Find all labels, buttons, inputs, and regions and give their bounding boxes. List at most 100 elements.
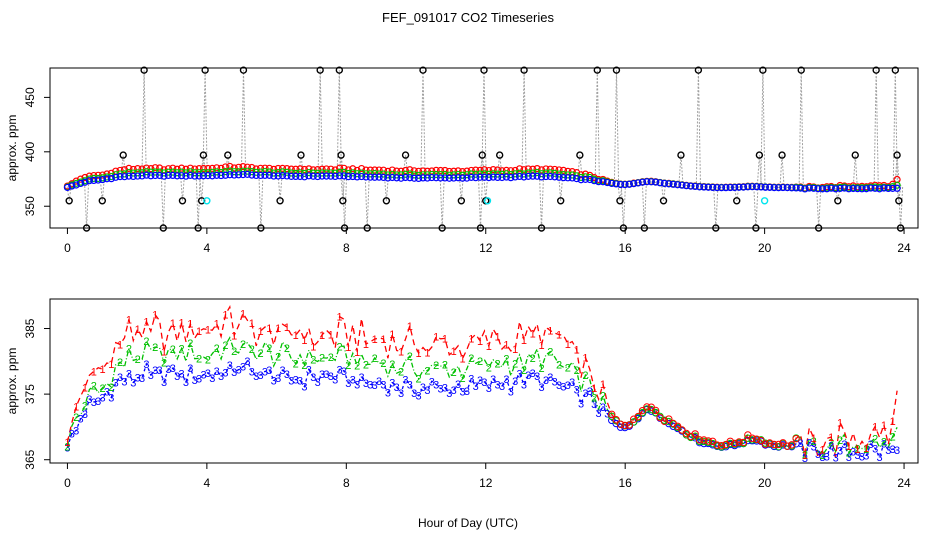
series-3-label: 3 (95, 396, 101, 408)
series-2-label: 2 (266, 343, 272, 355)
series-3-label: 3 (442, 383, 448, 395)
series-1-label: 1 (451, 346, 457, 358)
series-3-label: 3 (846, 452, 852, 464)
series-3-top-point (849, 184, 857, 193)
series-3-label: 3 (833, 452, 839, 464)
series-3-label: 3 (367, 379, 373, 391)
series-1-label: 1 (837, 417, 843, 429)
series-3-top-point (779, 183, 787, 192)
series-3-top-point (853, 185, 862, 193)
series-2-label: 2 (126, 343, 132, 355)
series-3-top-point (713, 184, 721, 192)
series-3-top-point (230, 171, 238, 179)
series-3-label: 3 (578, 399, 584, 411)
series-3-top-point (94, 176, 102, 184)
series-3-top-point (340, 172, 348, 180)
series-1-top-point (261, 164, 269, 172)
series-2-label: 2 (161, 357, 167, 369)
series-3-top-point (120, 173, 129, 181)
raw-spike-point (194, 224, 202, 232)
series-1-label: 1 (135, 324, 141, 336)
series-3-label: 3 (508, 387, 514, 399)
figure-title: FEF_091017 CO2 Timeseries (382, 10, 554, 25)
series-3-label: 3 (64, 443, 70, 455)
series-2-top-point (357, 169, 366, 177)
raw-spike-point (814, 224, 823, 232)
series-1-point (625, 421, 634, 429)
series-2-label: 2 (872, 433, 878, 445)
series-3-top-point (138, 172, 146, 180)
series-1-label: 1 (152, 310, 158, 322)
series-3-top-point (248, 171, 256, 179)
series-3-label: 3 (139, 373, 145, 385)
series-1-label: 1 (398, 347, 404, 359)
series-1-label: 1 (846, 441, 852, 453)
series-3-top-point (191, 172, 199, 180)
series-2-label: 2 (837, 435, 843, 447)
series-1-top-point (441, 166, 449, 175)
series-2-label: 2 (828, 437, 834, 449)
series-2-label: 2 (846, 447, 852, 459)
series-1-label: 1 (240, 308, 246, 320)
series-1-top-point (98, 171, 107, 179)
series-3-top-point (498, 173, 506, 182)
series-2-top-point (454, 170, 462, 179)
series-3-top-point (700, 183, 708, 191)
series-3-top-point (309, 172, 317, 180)
series-3-label: 3 (815, 449, 821, 461)
series-3-label: 3 (271, 375, 277, 387)
raw-spike-point (755, 151, 764, 159)
series-2-label: 2 (451, 367, 457, 379)
series-1-point (770, 440, 778, 449)
series-3-label: 3 (543, 375, 549, 387)
series-3-label: 3 (802, 453, 808, 465)
series-3-top-point (243, 170, 252, 178)
series-3-top-point (862, 185, 870, 193)
series-3-top-point (81, 178, 89, 186)
raw-spike-point (872, 66, 880, 74)
series-1-label: 1 (328, 330, 334, 342)
series-3-top-point (573, 175, 581, 183)
series-3-label: 3 (389, 377, 395, 389)
series-3-top-point (353, 173, 361, 181)
top-panel: 0 4 8 12 16 20 24 350 400 450 approx. ppm (5, 66, 919, 255)
series-2-label: 2 (547, 347, 553, 359)
series-1-label: 1 (178, 318, 184, 330)
x-axis-label: Hour of Day (UTC) (418, 516, 518, 530)
series-3-top-point (858, 185, 866, 193)
series-3-top-point (331, 172, 339, 181)
series-3-label: 3 (337, 364, 343, 376)
series-1-point (638, 406, 647, 415)
series-3-top-point (766, 183, 774, 191)
series-1-label: 1 (574, 344, 580, 356)
series-1-label: 1 (389, 329, 395, 341)
series-2-label: 2 (64, 441, 70, 453)
bottom-y-tick-label: 375 (23, 384, 37, 404)
bottom-x-tick-label: 20 (758, 476, 772, 490)
series-1-label: 1 (205, 325, 211, 337)
raw-spike-point (556, 197, 565, 205)
raw-spike-point (520, 66, 528, 74)
series-1-label: 1 (468, 333, 474, 345)
raw-spike-point (401, 151, 410, 159)
series-3-label: 3 (284, 369, 290, 381)
flagged-point (760, 197, 769, 205)
series-1-label: 1 (433, 332, 439, 344)
series-3-label: 3 (240, 362, 246, 374)
series-3-label: 3 (249, 367, 255, 379)
series-3-top-point (660, 179, 669, 188)
top-y-axis-label: approx. ppm (5, 115, 19, 182)
series-3-label: 3 (828, 441, 834, 453)
series-2-label: 2 (881, 437, 887, 449)
raw-spike-point (893, 151, 901, 159)
series-3-top-point (515, 172, 524, 181)
series-1-point (612, 416, 620, 424)
series-1-label: 1 (503, 339, 509, 351)
series-3-label: 3 (354, 379, 360, 391)
series-3-top-point (305, 172, 313, 180)
series-3-top-point (599, 178, 607, 186)
series-1-label: 1 (126, 314, 132, 326)
raw-spike-point (65, 197, 73, 205)
series-3-top-point (112, 173, 120, 181)
series-2-label: 2 (574, 365, 580, 377)
